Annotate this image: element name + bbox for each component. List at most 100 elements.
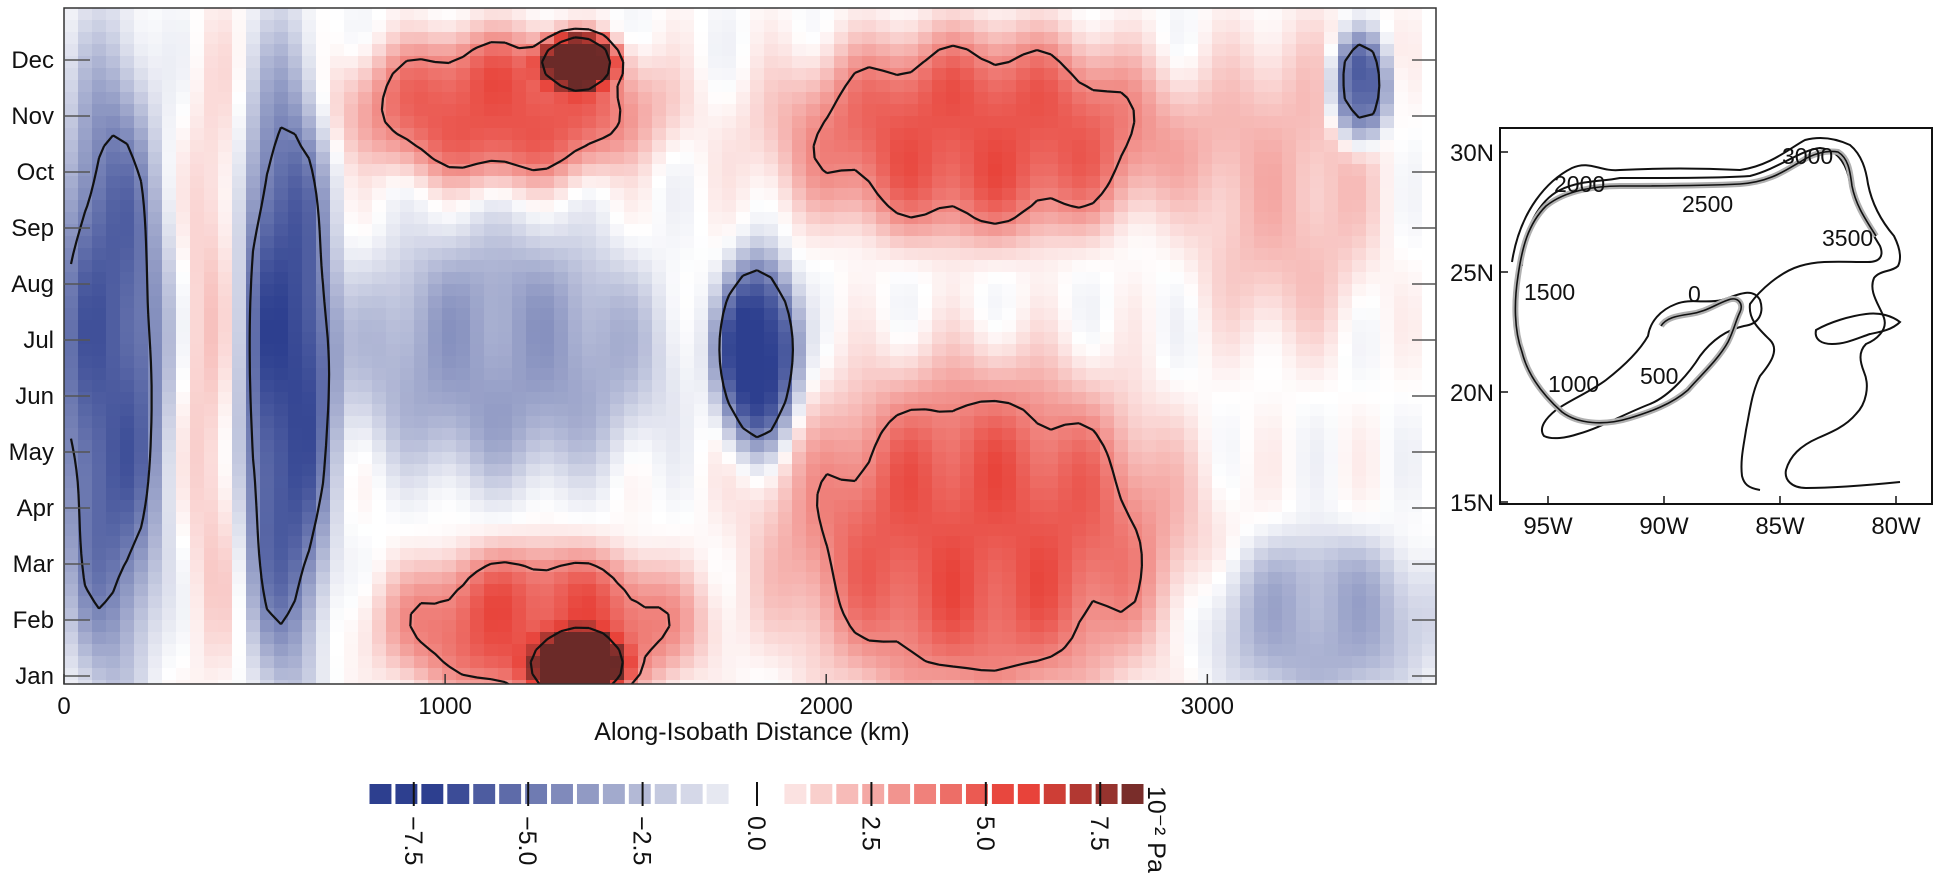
heatmap-cell xyxy=(1030,368,1045,381)
heatmap-cell xyxy=(1226,188,1241,201)
heatmap-cell xyxy=(1212,452,1227,465)
heatmap-cell xyxy=(260,500,275,513)
heatmap-cell xyxy=(638,68,653,81)
heatmap-cell xyxy=(764,116,779,129)
heatmap-cell xyxy=(1184,176,1199,189)
heatmap-cell xyxy=(162,356,177,369)
heatmap-cell xyxy=(680,368,695,381)
heatmap-cell xyxy=(64,212,79,225)
heatmap-cell xyxy=(568,536,583,549)
heatmap-cell xyxy=(890,596,905,609)
heatmap-cell xyxy=(358,176,373,189)
heatmap-cell xyxy=(708,524,723,537)
heatmap-cell xyxy=(1086,176,1101,189)
heatmap-cell xyxy=(1394,236,1409,249)
heatmap-cell xyxy=(1296,608,1311,621)
heatmap-cell xyxy=(988,368,1003,381)
heatmap-cell xyxy=(974,8,989,21)
heatmap-cell xyxy=(288,524,303,537)
heatmap-cell xyxy=(638,320,653,333)
heatmap-cell xyxy=(596,152,611,165)
heatmap-cell xyxy=(638,524,653,537)
heatmap-cell xyxy=(680,524,695,537)
heatmap-cell xyxy=(1338,416,1353,429)
heatmap-cell xyxy=(568,488,583,501)
heatmap-cell xyxy=(372,344,387,357)
heatmap-cell xyxy=(890,368,905,381)
heatmap-cell xyxy=(540,212,555,225)
heatmap-cell xyxy=(1002,500,1017,513)
heatmap-cell xyxy=(778,44,793,57)
heatmap-cell xyxy=(1058,140,1073,153)
heatmap-cell xyxy=(680,296,695,309)
heatmap-cell xyxy=(134,284,149,297)
heatmap-cell xyxy=(820,584,835,597)
heatmap-cell xyxy=(568,404,583,417)
heatmap-cell xyxy=(106,212,121,225)
heatmap-cell xyxy=(666,68,681,81)
heatmap-cell xyxy=(918,32,933,45)
heatmap-cell xyxy=(372,44,387,57)
heatmap-cell xyxy=(1282,440,1297,453)
heatmap-cell xyxy=(946,176,961,189)
heatmap-cell xyxy=(78,332,93,345)
heatmap-cell xyxy=(134,368,149,381)
heatmap-cell xyxy=(792,356,807,369)
heatmap-cell xyxy=(246,308,261,321)
heatmap-cell xyxy=(904,44,919,57)
heatmap-cell xyxy=(946,308,961,321)
heatmap-cell xyxy=(218,500,233,513)
heatmap-cell xyxy=(610,524,625,537)
heatmap-cell xyxy=(372,116,387,129)
heatmap-cell xyxy=(988,104,1003,117)
heatmap-cell xyxy=(1282,476,1297,489)
heatmap-cell xyxy=(582,368,597,381)
heatmap-cell xyxy=(918,584,933,597)
heatmap-cell xyxy=(64,200,79,213)
heatmap-cell xyxy=(848,92,863,105)
heatmap-cell xyxy=(708,128,723,141)
heatmap-cell xyxy=(974,608,989,621)
heatmap-cell xyxy=(708,152,723,165)
heatmap-cell xyxy=(946,548,961,561)
heatmap-cell xyxy=(596,140,611,153)
heatmap-cell xyxy=(456,392,471,405)
heatmap-cell xyxy=(1184,80,1199,93)
heatmap-cell xyxy=(358,188,373,201)
heatmap-cell xyxy=(64,380,79,393)
heatmap-cell xyxy=(596,560,611,573)
heatmap-cell xyxy=(1086,356,1101,369)
heatmap-cell xyxy=(1072,356,1087,369)
heatmap-cell xyxy=(358,344,373,357)
heatmap-cell xyxy=(1072,104,1087,117)
heatmap-cell xyxy=(512,20,527,33)
heatmap-cell xyxy=(610,272,625,285)
heatmap-cell xyxy=(1240,92,1255,105)
heatmap-cell xyxy=(512,380,527,393)
heatmap-cell xyxy=(834,248,849,261)
heatmap-cell xyxy=(1128,56,1143,69)
heatmap-cell xyxy=(316,440,331,453)
heatmap-cell xyxy=(1142,68,1157,81)
heatmap-cell xyxy=(92,296,107,309)
heatmap-cell xyxy=(428,536,443,549)
heatmap-cell xyxy=(204,56,219,69)
heatmap-cell xyxy=(1016,248,1031,261)
heatmap-cell xyxy=(1030,392,1045,405)
heatmap-cell xyxy=(554,416,569,429)
heatmap-cell xyxy=(246,44,261,57)
heatmap-cell xyxy=(288,8,303,21)
heatmap-cell xyxy=(820,452,835,465)
heatmap-cell xyxy=(918,200,933,213)
heatmap-cell xyxy=(316,176,331,189)
heatmap-cell xyxy=(470,368,485,381)
heatmap-cell xyxy=(1352,572,1367,585)
heatmap-cell xyxy=(596,608,611,621)
heatmap-cell xyxy=(148,380,163,393)
heatmap-cell xyxy=(750,80,765,93)
heatmap-cell xyxy=(834,260,849,273)
heatmap-cell xyxy=(792,524,807,537)
heatmap-cell xyxy=(932,512,947,525)
heatmap-cell xyxy=(260,44,275,57)
heatmap-cell xyxy=(120,176,135,189)
